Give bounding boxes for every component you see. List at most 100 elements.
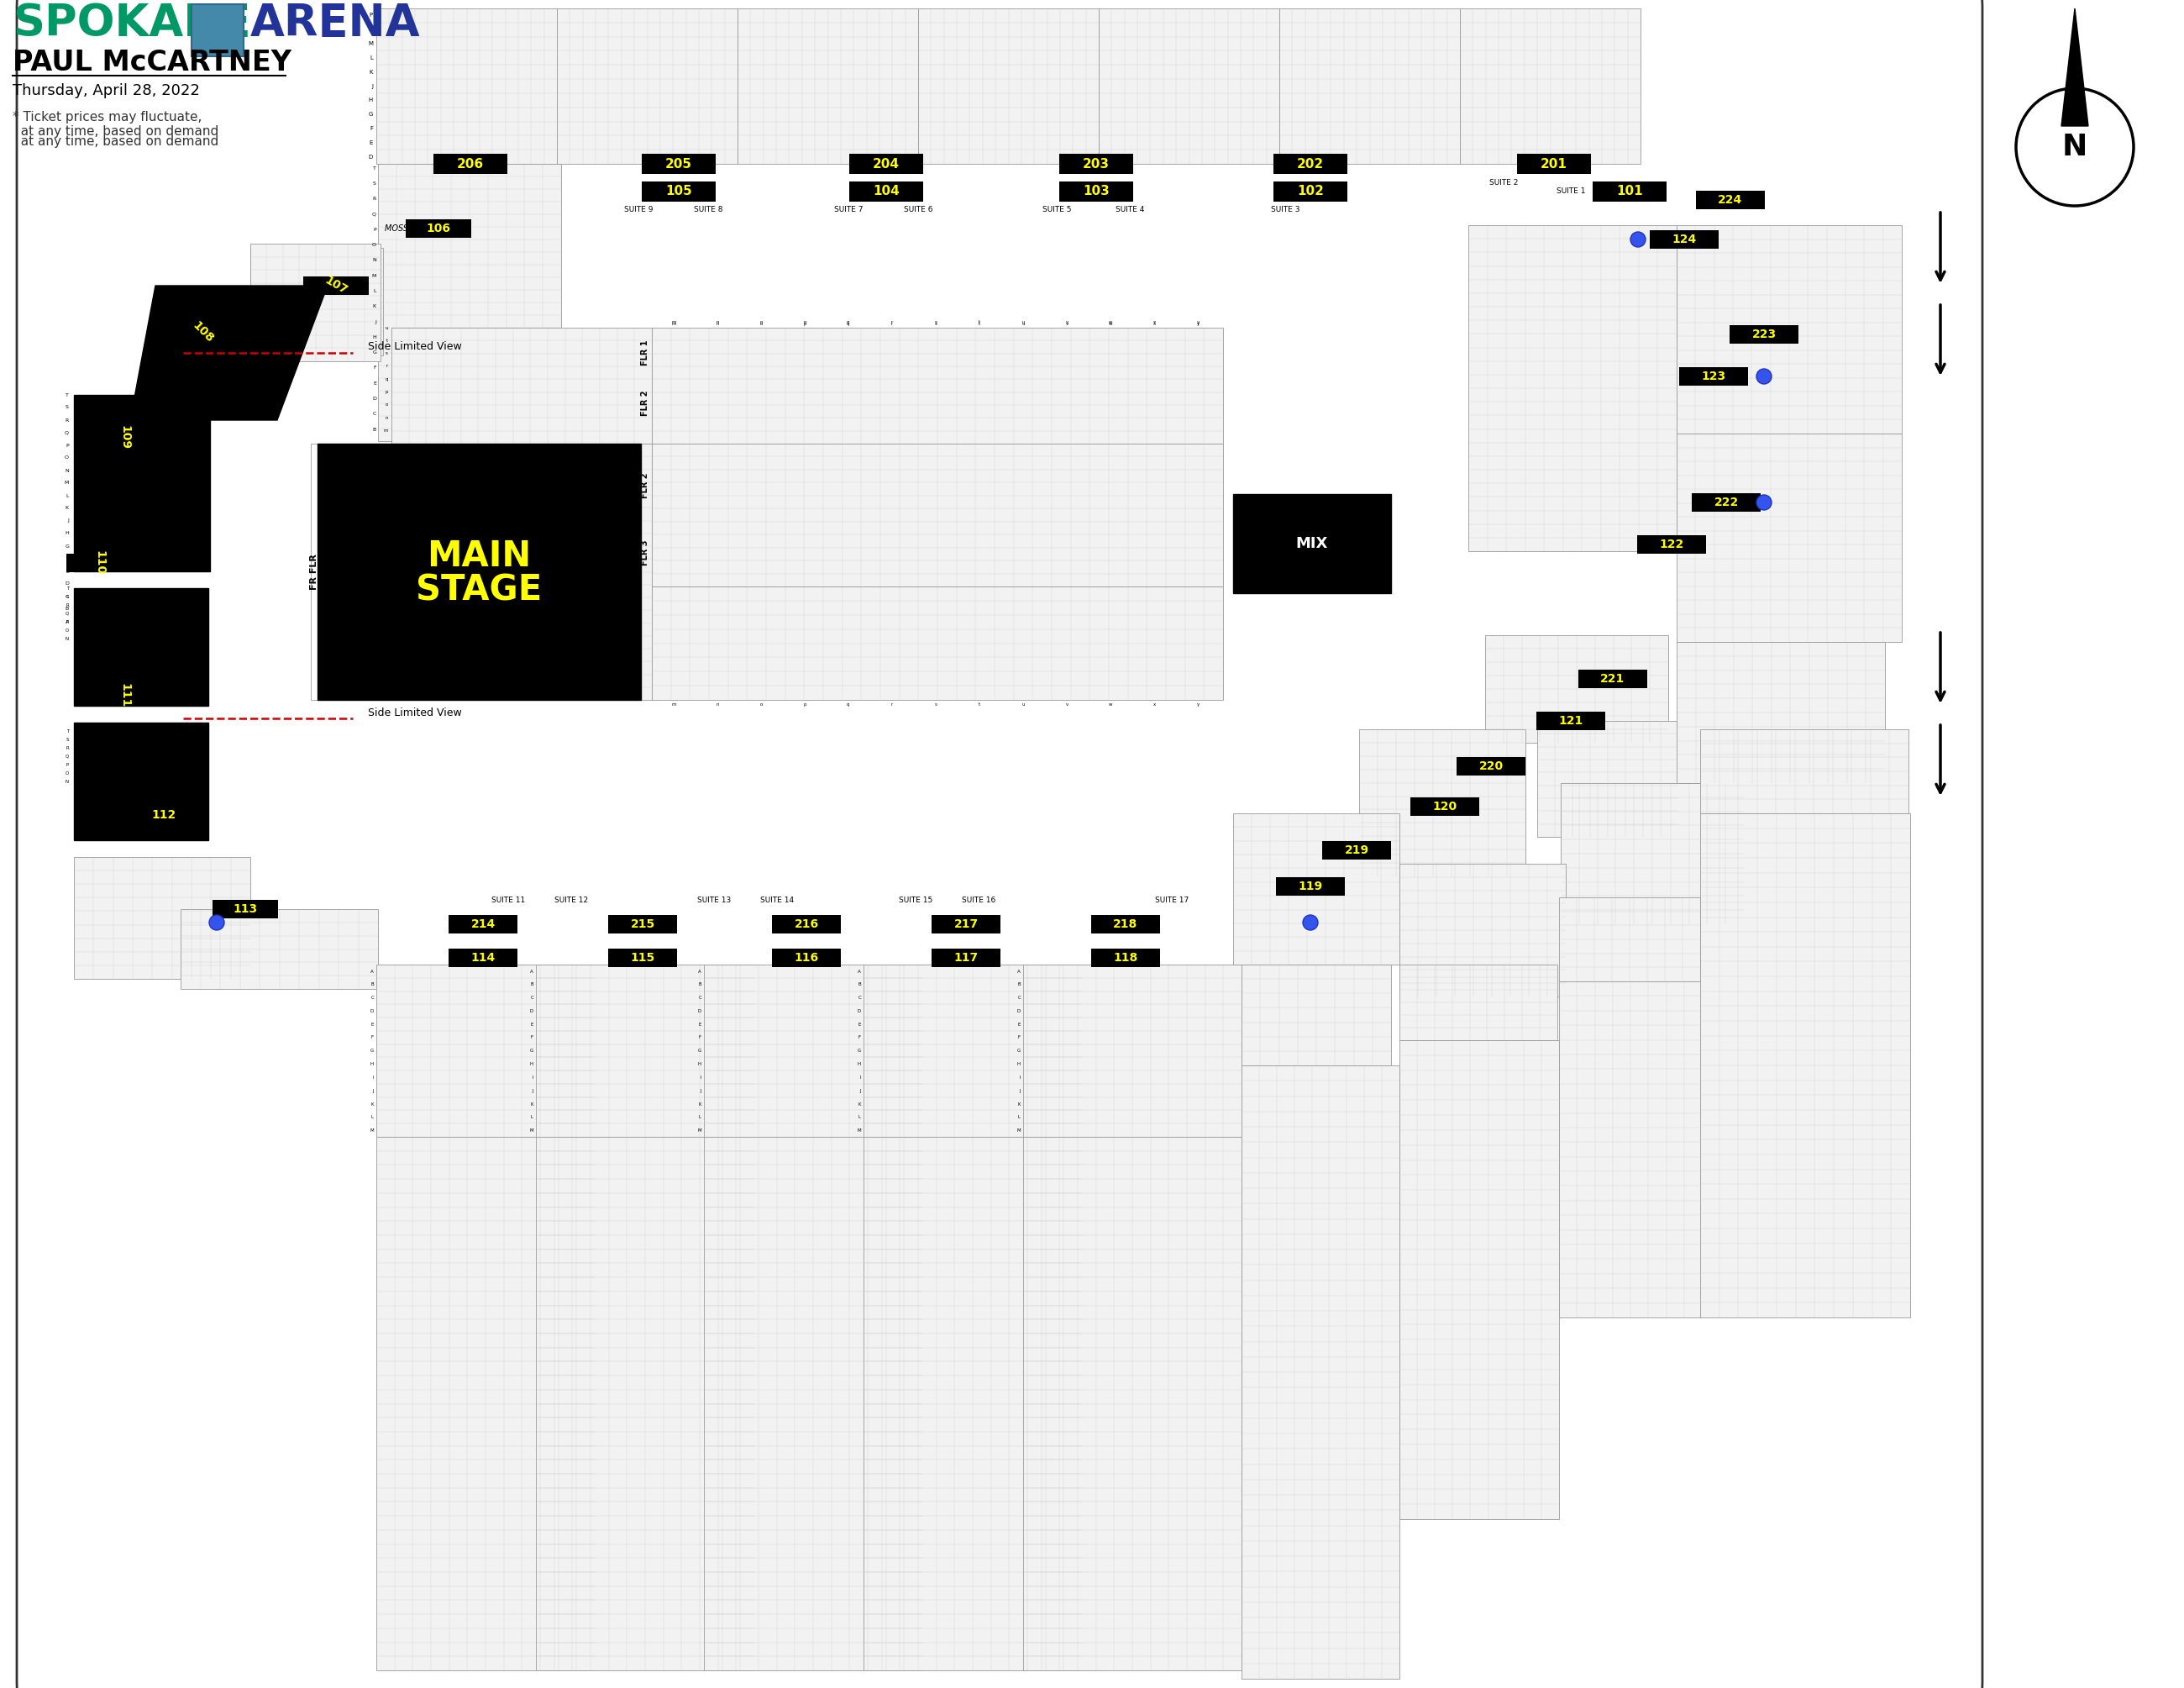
Text: MOSS ADAMS CLUB: MOSS ADAMS CLUB (384, 225, 465, 233)
Text: N: N (66, 780, 70, 783)
Text: 222: 222 (1714, 496, 1738, 508)
Bar (376, 964, 594, 1136)
Text: K: K (371, 1102, 373, 1106)
Text: F: F (373, 366, 376, 370)
Text: 118: 118 (1114, 952, 1138, 964)
Text: B: B (66, 608, 70, 611)
Text: H: H (371, 1062, 373, 1067)
Text: SUITE 11: SUITE 11 (491, 896, 524, 905)
Text: 116: 116 (795, 952, 819, 964)
Text: A: A (1018, 969, 1020, 974)
Bar (651, 327, 1223, 444)
Text: SUITE 17: SUITE 17 (1155, 896, 1188, 905)
Text: 108: 108 (190, 319, 216, 344)
Text: 214: 214 (472, 918, 496, 930)
Text: o: o (760, 702, 762, 707)
Text: K: K (858, 1102, 860, 1106)
Text: 112: 112 (151, 809, 177, 820)
Bar (771, 949, 841, 967)
Text: P: P (66, 444, 70, 447)
Bar (92, 687, 157, 706)
Bar (66, 554, 131, 572)
Text: SUITE 9: SUITE 9 (625, 206, 653, 213)
Text: T: T (66, 393, 70, 397)
Text: 101: 101 (1616, 186, 1642, 197)
Text: FR FLR: FR FLR (310, 554, 319, 589)
Bar (192, 3, 245, 56)
Bar (1321, 841, 1391, 859)
Text: D: D (1018, 1009, 1020, 1013)
Bar (1579, 670, 1647, 689)
Text: 103: 103 (1083, 186, 1109, 197)
Text: u: u (384, 326, 389, 329)
Text: u: u (1022, 702, 1024, 707)
Bar (933, 949, 1000, 967)
Text: * Ticket prices may fluctuate,
  at any time, based on demand: * Ticket prices may fluctuate, at any ti… (13, 111, 218, 138)
Text: 206: 206 (456, 157, 485, 170)
Bar (1699, 814, 1911, 1317)
Text: R: R (66, 746, 70, 749)
Bar (1059, 182, 1133, 201)
Text: 104: 104 (874, 186, 900, 197)
Text: N: N (369, 27, 373, 32)
Bar (378, 164, 561, 441)
Polygon shape (2062, 8, 2088, 127)
Text: y: y (1197, 321, 1199, 324)
Text: 105: 105 (666, 186, 692, 197)
Text: B: B (858, 982, 860, 987)
Bar (1679, 368, 1747, 385)
Bar (863, 1136, 1081, 1671)
Text: F: F (531, 1035, 533, 1040)
Bar (1518, 154, 1590, 174)
Text: 113: 113 (234, 903, 258, 915)
Text: 219: 219 (1345, 844, 1369, 856)
Text: q: q (847, 702, 850, 707)
Text: m: m (384, 429, 389, 432)
Text: F: F (371, 1035, 373, 1040)
Bar (1535, 712, 1605, 731)
Text: P: P (66, 763, 70, 766)
Text: H: H (369, 98, 373, 103)
Bar (432, 154, 507, 174)
Bar (1638, 535, 1706, 554)
Text: y: y (1197, 322, 1199, 326)
Text: Q: Q (66, 611, 70, 616)
Text: F: F (66, 557, 70, 560)
Bar (1234, 495, 1391, 592)
Bar (1400, 964, 1557, 1040)
Text: 221: 221 (1601, 674, 1625, 685)
Text: O: O (66, 456, 70, 461)
Bar (317, 444, 640, 701)
Text: D: D (66, 582, 70, 586)
Text: SUITE 12: SUITE 12 (555, 896, 587, 905)
Text: FLR 2: FLR 2 (640, 473, 649, 498)
Text: Side Limited View: Side Limited View (367, 707, 461, 717)
Bar (535, 1136, 753, 1671)
Text: w: w (1109, 322, 1112, 326)
Text: 201: 201 (1540, 157, 1568, 170)
Text: C: C (371, 996, 373, 999)
Text: G: G (1018, 1048, 1020, 1053)
Bar (850, 182, 924, 201)
Text: Side Limited View: Side Limited View (367, 341, 461, 353)
Text: q: q (384, 376, 389, 381)
Polygon shape (74, 722, 207, 841)
Bar (1275, 878, 1345, 896)
Text: SUITE 2: SUITE 2 (1489, 179, 1518, 187)
Text: E: E (66, 569, 70, 574)
Text: C: C (699, 996, 701, 999)
Text: 217: 217 (954, 918, 978, 930)
Text: n: n (716, 321, 719, 324)
Text: u: u (1022, 321, 1024, 324)
Text: SUITE 5: SUITE 5 (1042, 206, 1070, 213)
Bar (1697, 191, 1765, 209)
Text: G: G (858, 1048, 860, 1053)
Text: L: L (371, 1116, 373, 1119)
Text: E: E (531, 1023, 533, 1026)
Text: MAIN: MAIN (428, 538, 531, 574)
Bar (1411, 797, 1479, 815)
Text: L: L (699, 1116, 701, 1119)
Text: s: s (935, 702, 937, 707)
Text: M: M (1018, 1129, 1020, 1133)
Text: 202: 202 (1297, 157, 1324, 170)
